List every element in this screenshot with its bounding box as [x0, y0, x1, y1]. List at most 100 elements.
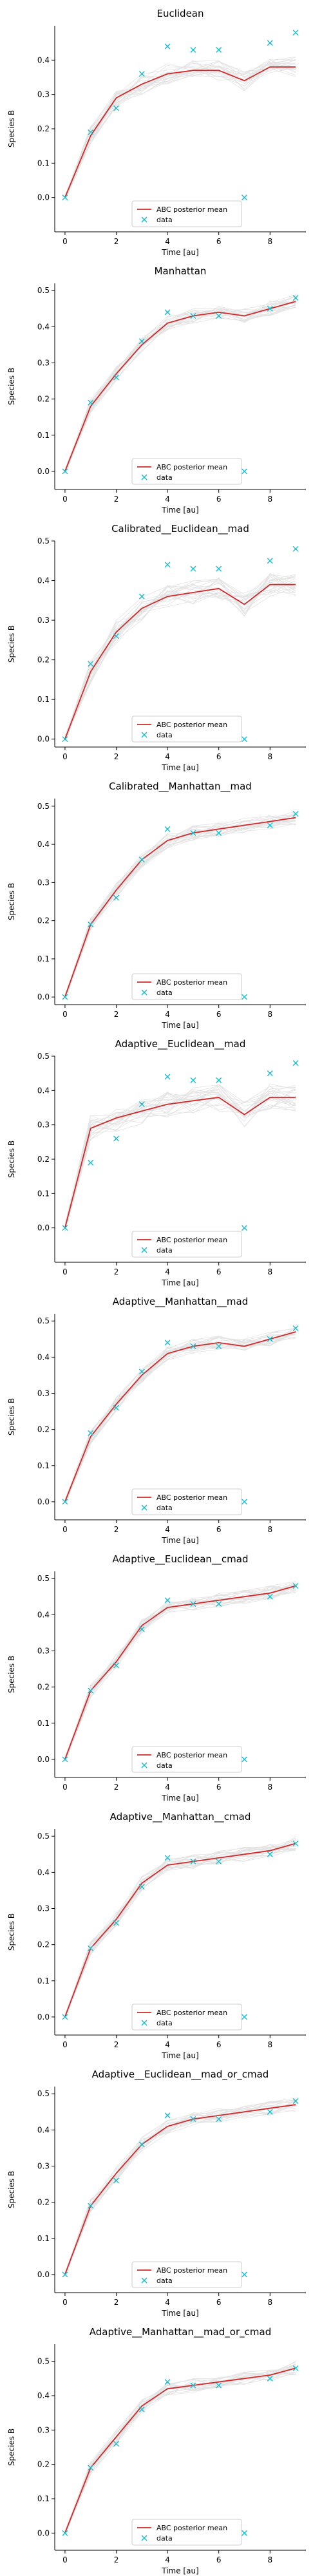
data-point: [138, 857, 145, 863]
data-point: [62, 1225, 68, 1231]
sample-line: [64, 1846, 296, 2018]
y-tick-label: 0.4: [37, 840, 50, 849]
legend-mean-label: ABC posterior mean: [156, 1751, 227, 1759]
y-tick-label: 0.3: [37, 2425, 50, 2434]
sample-line: [64, 580, 296, 742]
sample-line: [64, 2103, 296, 2275]
data-point: [88, 661, 94, 667]
data-point: [138, 1368, 145, 1375]
chart-title: Manhattan: [155, 265, 207, 277]
sample-line: [64, 582, 296, 742]
sample-line: [64, 576, 296, 741]
sample-line: [64, 1334, 296, 1501]
sample-line: [64, 63, 296, 198]
sample-line: [64, 815, 296, 996]
sample-line: [64, 2102, 296, 2274]
legend-box: [131, 200, 242, 227]
y-tick-label: 0.4: [37, 1352, 50, 1361]
data-point: [164, 1597, 171, 1604]
y-tick-label: 0.4: [37, 576, 50, 585]
data-point: [62, 994, 68, 1000]
legend-box: [131, 1746, 242, 1773]
sample-line: [64, 2099, 296, 2275]
y-tick-label: 0.1: [37, 2494, 50, 2503]
sample-line: [64, 2369, 296, 2535]
sample-line: [64, 61, 296, 200]
sample-line: [64, 815, 296, 996]
data-point: [62, 2014, 68, 2020]
sample-line: [64, 2361, 296, 2535]
y-tick-label: 0.3: [37, 1389, 50, 1398]
x-tick-label: 6: [216, 2040, 222, 2049]
x-tick-label: 0: [62, 1010, 68, 1019]
sample-line: [64, 1332, 296, 1502]
legend: ABC posterior mean data: [131, 2003, 242, 2031]
chart-title: Calibrated__Euclidean__mad: [111, 523, 249, 535]
y-tick-label: 0.1: [37, 954, 50, 963]
sample-line: [64, 1587, 296, 1759]
legend-mean-label: ABC posterior mean: [156, 2524, 227, 2532]
legend-data-label: data: [156, 1504, 173, 1512]
data-point: [267, 305, 273, 312]
data-point: [88, 399, 94, 406]
sample-line: [64, 1848, 296, 2016]
posterior-samples: [64, 1581, 296, 1762]
y-axis-label: Species B: [7, 1398, 16, 1435]
sample-line: [64, 302, 296, 470]
data-point: [113, 2441, 120, 2447]
legend-box: [131, 2519, 242, 2546]
sample-line: [64, 2098, 296, 2275]
chart-title: Adaptive__Manhattan__cmad: [110, 1811, 251, 1823]
x-tick-label: 0: [62, 495, 68, 504]
sample-line: [64, 1846, 296, 2018]
mean-line: [64, 2367, 296, 2533]
y-tick-label: 0.3: [37, 616, 50, 625]
data-point: [164, 1855, 171, 1861]
data-point: [292, 2365, 299, 2371]
sample-line: [64, 1089, 296, 1232]
y-axis-label: Species B: [7, 368, 16, 405]
data-point: [241, 2014, 247, 2020]
data-point: [216, 829, 222, 836]
chart-title: Adaptive__Euclidean__mad: [115, 1038, 246, 1050]
sample-line: [64, 2107, 296, 2274]
sample-line: [64, 1090, 296, 1233]
data-point: [292, 1060, 299, 1066]
sample-line: [64, 62, 296, 198]
legend-box: [131, 715, 242, 743]
x-tick-label: 4: [165, 1010, 170, 1019]
x-tick-label: 4: [165, 495, 170, 504]
sample-line: [64, 1583, 296, 1759]
y-axis-label: Species B: [7, 2429, 16, 2466]
y-tick-label: 0.3: [37, 1647, 50, 1656]
legend-box: [131, 1488, 242, 1515]
data-point: [164, 562, 171, 568]
y-tick-label: 0.5: [37, 1832, 50, 1841]
sample-line: [64, 2365, 296, 2533]
x-axis-label: Time [au]: [161, 1021, 199, 1030]
data-point: [88, 1430, 94, 1436]
y-tick-label: 0.1: [37, 1976, 50, 1985]
y-tick-label: 0.3: [37, 878, 50, 887]
data-point: [241, 194, 247, 201]
sample-line: [64, 299, 296, 474]
x-tick-label: 6: [216, 1525, 222, 1534]
sample-line: [64, 56, 296, 200]
data-point: [138, 2406, 145, 2412]
sample-line: [64, 60, 296, 196]
mean-line: [64, 2104, 296, 2275]
x-tick-label: 8: [267, 495, 272, 504]
data-point: [241, 468, 247, 475]
data-point: [267, 558, 273, 564]
y-tick-label: 0.0: [37, 735, 50, 744]
x-tick-label: 4: [165, 2555, 170, 2564]
sample-line: [64, 1084, 296, 1229]
sample-line: [64, 1088, 296, 1229]
sample-line: [64, 1330, 296, 1504]
sample-line: [64, 816, 296, 997]
sample-line: [64, 815, 296, 996]
sample-line: [64, 1327, 296, 1501]
sample-line: [64, 61, 296, 198]
data-point: [267, 40, 273, 46]
sample-line: [64, 62, 296, 197]
